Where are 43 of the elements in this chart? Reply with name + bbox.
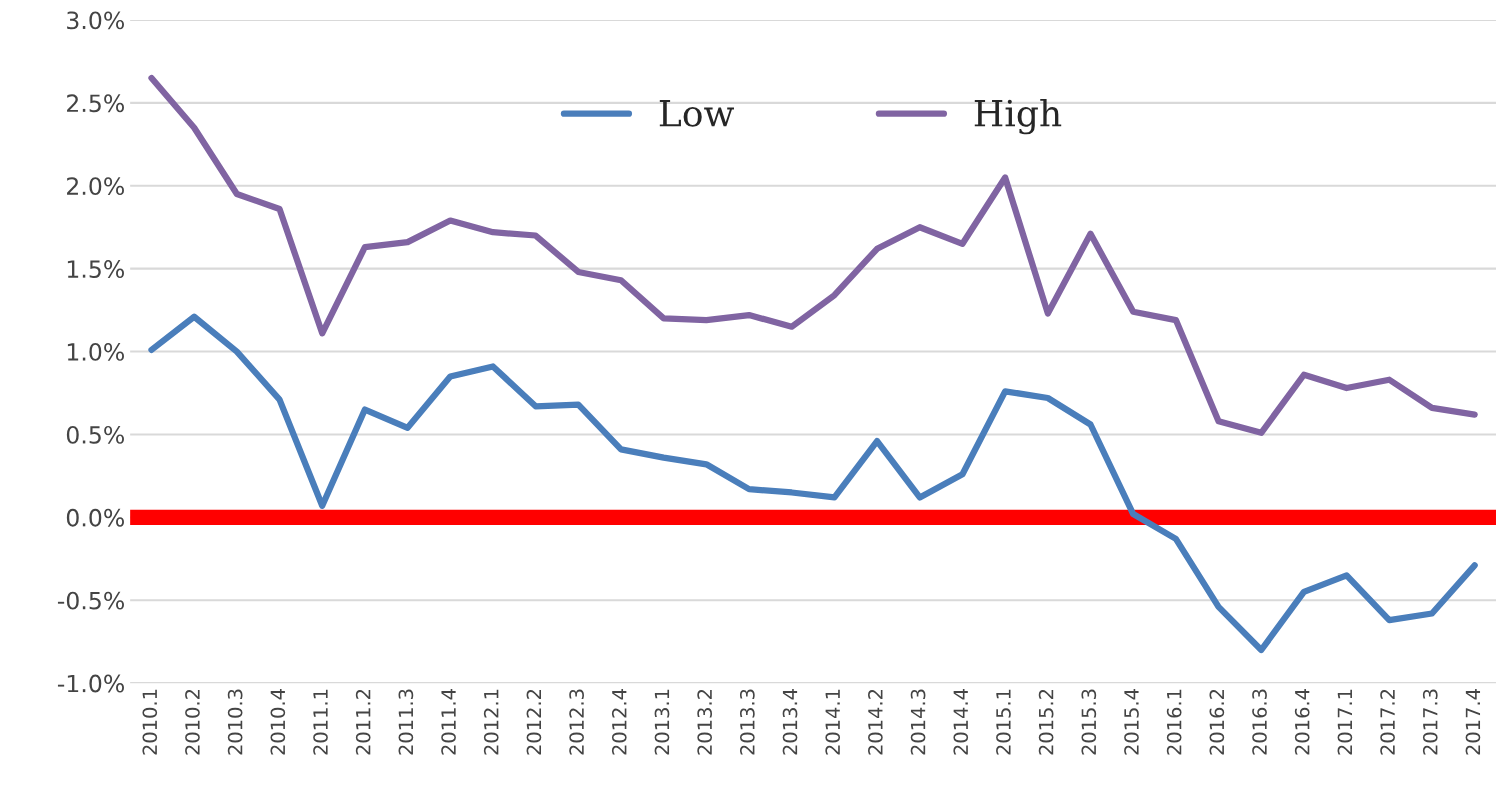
x-tick-label: 2016.4 bbox=[1294, 689, 1310, 755]
x-tick-label: 2016.2 bbox=[1209, 689, 1225, 755]
x-tick-label: 2017.4 bbox=[1465, 689, 1481, 755]
y-tick-label: 0.0% bbox=[66, 508, 124, 527]
x-tick-label: 2017.2 bbox=[1380, 689, 1395, 755]
y-tick-label: -1.0% bbox=[57, 674, 124, 693]
x-tick-label: 2010.3 bbox=[227, 689, 243, 755]
x-tick-label: 2013.3 bbox=[739, 689, 755, 755]
x-tick-label: 2010.1 bbox=[142, 689, 158, 755]
x-tick-label: 2012.4 bbox=[611, 689, 627, 755]
y-tick-label: 1.5% bbox=[67, 260, 124, 278]
x-tick-label: 2014.1 bbox=[825, 689, 841, 755]
x-tick-label: 2015.4 bbox=[1124, 689, 1139, 755]
x-tick-label: 2012.2 bbox=[526, 689, 542, 755]
y-tick-label: 1.0% bbox=[67, 343, 124, 361]
x-tick-label: 2012.1 bbox=[483, 689, 499, 755]
legend-label: Low bbox=[659, 100, 734, 127]
x-tick-label: 2013.1 bbox=[654, 689, 670, 755]
x-tick-label: 2014.2 bbox=[868, 689, 883, 755]
x-tick-label: 2011.1 bbox=[313, 689, 328, 755]
x-tick-label: 2017.3 bbox=[1422, 689, 1438, 755]
x-tick-label: 2010.2 bbox=[185, 689, 200, 755]
x-tick-label: 2010.4 bbox=[270, 689, 286, 755]
y-tick-label: 3.0% bbox=[67, 11, 124, 30]
x-tick-label: 2014.4 bbox=[953, 689, 969, 755]
x-tick-label: 2016.3 bbox=[1252, 689, 1267, 755]
y-tick-label: -0.5% bbox=[57, 591, 124, 610]
x-tick-label: 2017.1 bbox=[1337, 689, 1353, 755]
x-tick-label: 2011.4 bbox=[441, 689, 456, 755]
x-tick-label: 2016.1 bbox=[1166, 689, 1182, 755]
x-tick-label: 2013.2 bbox=[697, 689, 713, 755]
y-tick-label: 2.5% bbox=[67, 94, 124, 113]
x-tick-label: 2014.3 bbox=[910, 689, 926, 755]
x-tick-label: 2011.2 bbox=[355, 689, 371, 755]
x-tick-label: 2015.3 bbox=[1081, 689, 1097, 755]
x-tick-label: 2011.3 bbox=[398, 689, 414, 755]
x-tick-label: 2015.2 bbox=[1038, 689, 1054, 755]
y-tick-label: 2.0% bbox=[67, 177, 124, 196]
x-tick-label: 2015.1 bbox=[996, 689, 1011, 755]
legend-label: High bbox=[974, 98, 1062, 135]
x-tick-label: 2012.3 bbox=[569, 689, 584, 755]
y-tick-label: 0.5% bbox=[66, 425, 124, 444]
x-tick-label: 2013.4 bbox=[782, 689, 798, 755]
